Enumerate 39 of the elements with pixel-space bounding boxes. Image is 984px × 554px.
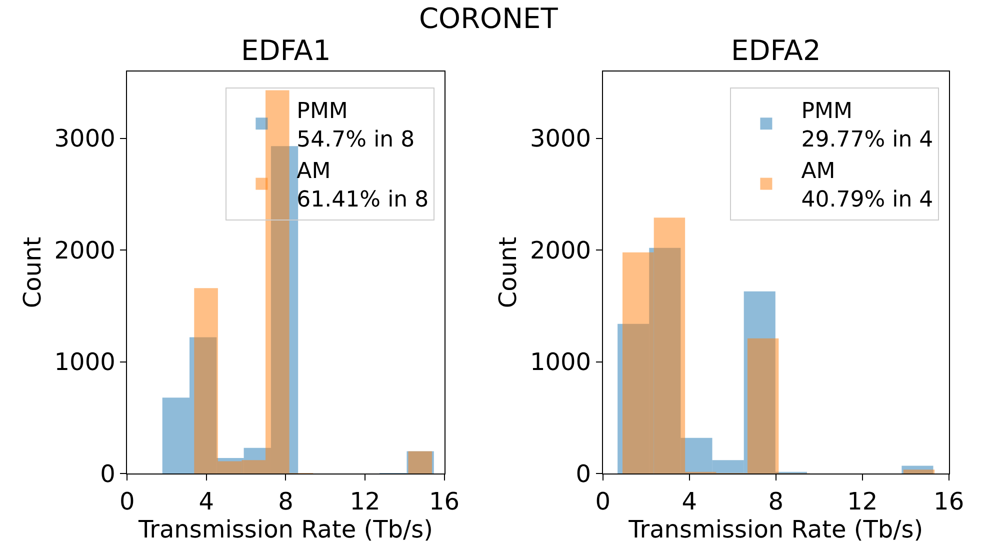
y-tick-label: 2000 <box>54 236 116 264</box>
bar <box>654 218 686 474</box>
x-tick-label: 16 <box>429 487 460 516</box>
x-axis-title: Transmission Rate (Tb/s) <box>628 515 924 544</box>
y-tick-label: 0 <box>576 460 592 488</box>
x-tick-label: 8 <box>768 487 784 516</box>
bar <box>903 470 935 474</box>
y-tick-label: 1000 <box>54 348 116 376</box>
bar <box>622 252 654 474</box>
x-tick-label: 12 <box>350 487 380 516</box>
y-axis-title: Count <box>18 236 46 308</box>
y-tick-label: 0 <box>100 460 116 488</box>
bar <box>266 90 290 474</box>
y-tick-label: 3000 <box>530 124 592 153</box>
bar <box>194 288 218 474</box>
legend-label: PMM 29.77% in 4 <box>801 98 934 152</box>
text: CORONET <box>419 2 559 35</box>
x-tick-label: 8 <box>278 487 294 516</box>
legend-label: AM 61.41% in 8 <box>296 159 429 213</box>
x-tick-label: 4 <box>682 487 697 516</box>
bar <box>747 338 779 474</box>
y-axis-title: Count <box>494 236 522 308</box>
chart-title: EDFA1 <box>241 34 331 67</box>
chart-title: EDFA2 <box>731 34 821 67</box>
bar <box>712 460 744 474</box>
bar <box>162 398 190 474</box>
bar <box>218 461 242 474</box>
bar <box>242 460 266 474</box>
x-axis-title: Transmission Rate (Tb/s) <box>137 515 433 544</box>
y-tick-label: 3000 <box>54 124 116 153</box>
x-tick-label: 4 <box>198 487 214 516</box>
x-tick-label: 12 <box>847 487 878 516</box>
y-tick-label: 2000 <box>530 236 592 264</box>
legend-label: PMM 54.7% in 8 <box>296 98 415 152</box>
y-tick-label: 1000 <box>530 348 592 376</box>
x-tick-label: 0 <box>595 487 610 516</box>
x-tick-label: 16 <box>934 487 964 516</box>
legend-label: AM 40.79% in 4 <box>801 159 934 213</box>
x-tick-label: 0 <box>120 487 135 516</box>
